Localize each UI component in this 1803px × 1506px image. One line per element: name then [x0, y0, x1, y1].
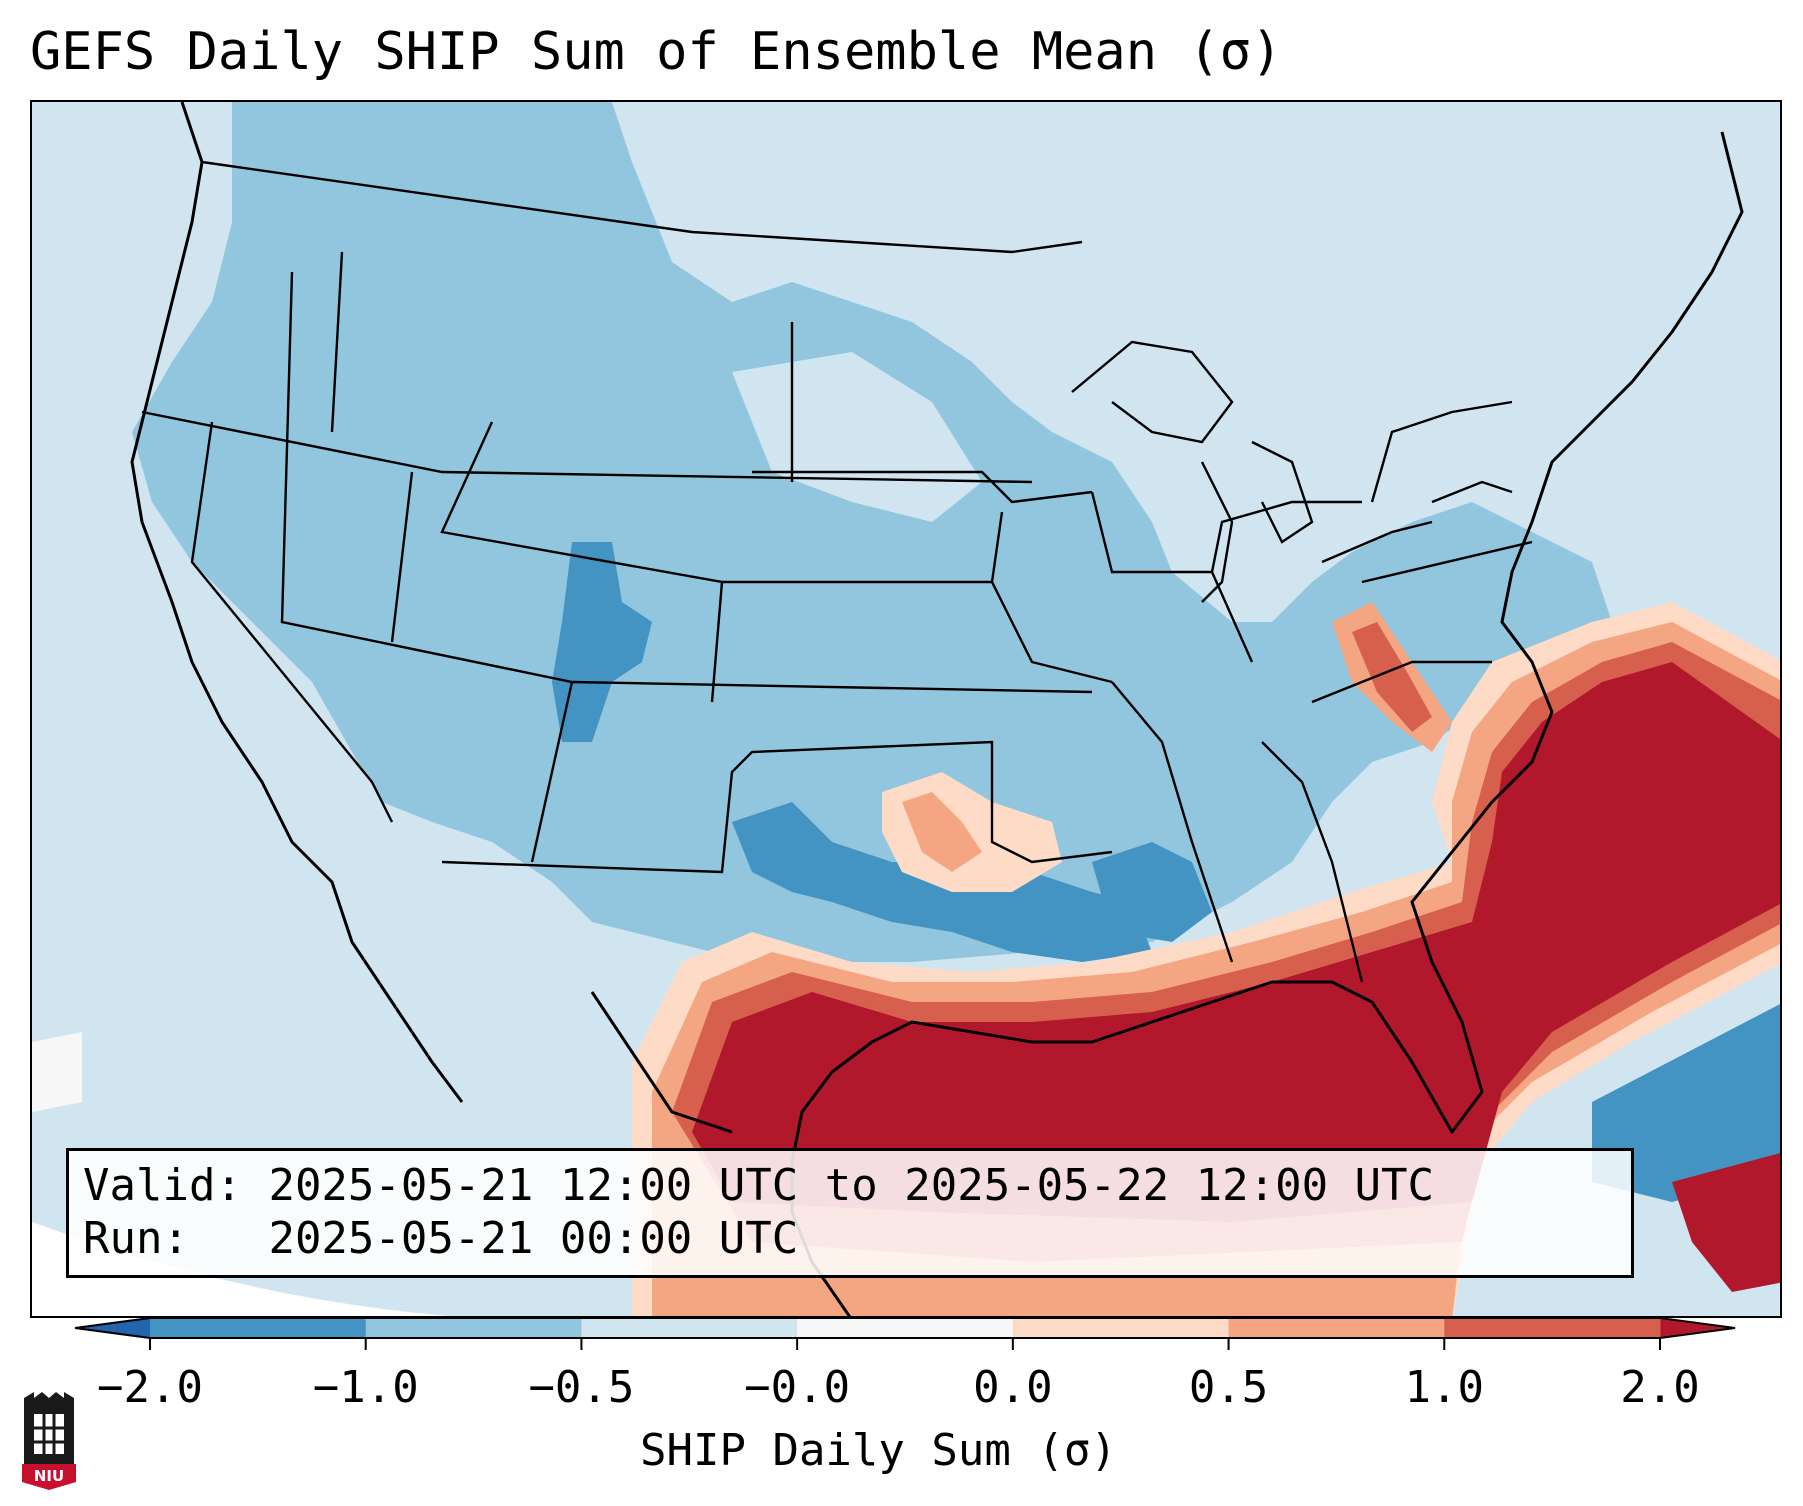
- colorbar-tick-label: −2.0: [97, 1362, 203, 1413]
- colorbar-tick-label: 1.0: [1404, 1362, 1485, 1413]
- state-borders: [141, 160, 1533, 983]
- svg-text:NIU: NIU: [34, 1467, 64, 1485]
- field-negative-moderate: [132, 102, 1612, 962]
- field-negative-strong-gulfcoast: [1092, 842, 1212, 942]
- colorbar-tick-label: 0.0: [973, 1362, 1053, 1413]
- colorbar-tick-label: −0.5: [528, 1362, 635, 1413]
- colorbar-extend-high: [1660, 1318, 1735, 1338]
- coastline: [130, 102, 1744, 1316]
- map-title: GEFS Daily SHIP Sum of Ensemble Mean (σ): [30, 22, 1283, 82]
- valid-label: Valid:: [83, 1160, 242, 1211]
- colorbar-bin-0: [150, 1318, 367, 1338]
- colorbar-bin-6: [1444, 1318, 1661, 1338]
- colorbar-tick-label: 2.0: [1620, 1362, 1700, 1413]
- colorbar-bin-2: [581, 1318, 798, 1338]
- colorbar-bin-1: [365, 1318, 582, 1338]
- great-lakes: [1071, 340, 1513, 603]
- field-negative-strong-atlantic: [1592, 1004, 1780, 1202]
- niu-logo-icon: NIU: [22, 1392, 76, 1490]
- colorbar-bin-3: [797, 1318, 1014, 1338]
- valid-value: 2025-05-21 12:00 UTC to 2025-05-22 12:00…: [268, 1160, 1435, 1211]
- run-value: 2025-05-21 00:00 UTC: [268, 1213, 799, 1264]
- colorbar-tick-label: 0.5: [1188, 1362, 1269, 1413]
- domain-edge: [32, 1222, 450, 1316]
- valid-run-info-box: Valid: 2025-05-21 12:00 UTC to 2025-05-2…: [66, 1148, 1634, 1278]
- colorbar: [74, 1317, 1736, 1350]
- run-label: Run:: [83, 1213, 189, 1264]
- field-light-patch-north: [712, 102, 962, 302]
- white-patch: [32, 1032, 82, 1112]
- field-positive-ohio-valley-core: [1352, 622, 1432, 732]
- field-positive-extreme-atlantic-east: [1672, 1153, 1780, 1292]
- field-positive-extreme-gulf: [692, 662, 1780, 1222]
- map-panel[interactable]: [30, 100, 1782, 1318]
- colorbar-tick-label: −1.0: [312, 1362, 419, 1413]
- field-positive-plains-core: [902, 792, 982, 872]
- colorbar-bin-4: [1012, 1318, 1230, 1338]
- ship-map: [32, 102, 1780, 1316]
- colorbar-extend-low: [75, 1318, 150, 1338]
- field-negative-strong-colorado: [552, 542, 652, 742]
- colorbar-tick-label: −0.0: [744, 1362, 851, 1413]
- colorbar-label: SHIP Daily Sum (σ): [640, 1425, 1117, 1476]
- colorbar-bin-5: [1228, 1318, 1445, 1338]
